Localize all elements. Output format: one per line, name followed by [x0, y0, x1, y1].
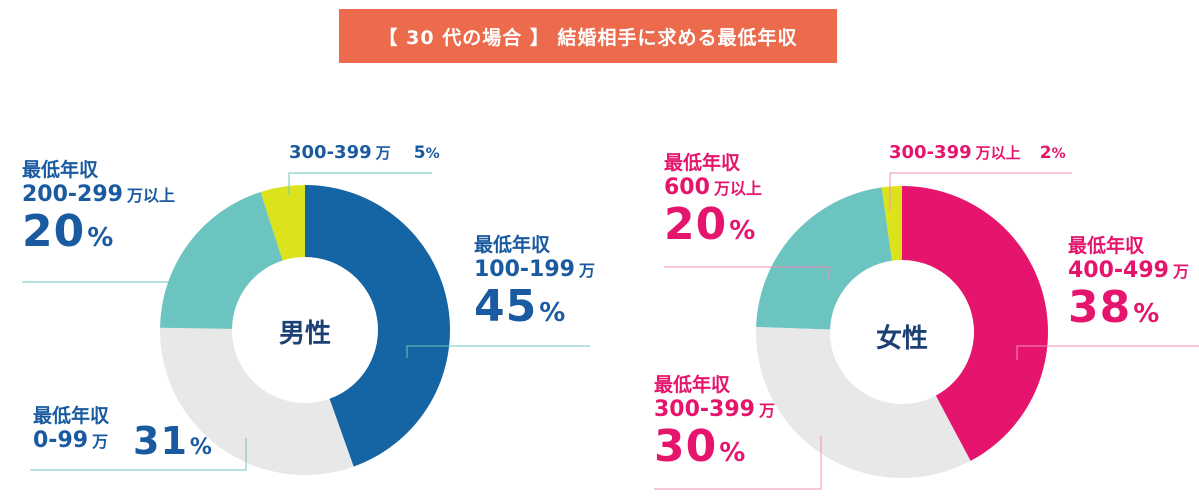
- female-center-label: 女性: [875, 324, 928, 354]
- range-text: 400-499: [1068, 257, 1169, 283]
- category-text: 最低年収: [33, 405, 110, 427]
- female-label-600: 最低年収 600 万以上 20%: [664, 152, 762, 251]
- female-slice-300-399: [756, 326, 971, 478]
- male-label-200-299: 最低年収 200-299 万以上 20%: [22, 159, 175, 258]
- female-leader-600: [664, 266, 830, 280]
- category-text: 最低年収: [664, 152, 741, 174]
- male-leader-300-399: [288, 172, 432, 195]
- female-label-300-399b: 300-399 万以上 2%: [889, 142, 1066, 164]
- female-slice-400-499: [902, 185, 1048, 461]
- male-label-300-399: 300-399 万 5%: [289, 142, 440, 164]
- range-text: 100-199: [474, 256, 575, 282]
- category-text: 最低年収: [1068, 235, 1145, 257]
- unit-text: 万以上: [126, 185, 175, 205]
- unit-text: 万: [92, 431, 109, 451]
- pct-symbol: %: [729, 216, 756, 247]
- female-leader-400-499: [1016, 345, 1199, 360]
- pct-symbol: %: [1051, 146, 1066, 162]
- unit-text: 万: [375, 144, 391, 162]
- category-text: 最低年収: [474, 234, 551, 256]
- female-slice-600: [756, 187, 892, 330]
- pct-symbol: %: [87, 223, 114, 254]
- range-text: 300-399: [889, 142, 972, 163]
- range-text: 0-99: [33, 427, 89, 453]
- male-leader-200-299: [22, 281, 200, 297]
- female-label-300-399: 最低年収 300-399 万 30%: [654, 374, 775, 473]
- pct-value: 2: [1039, 143, 1052, 163]
- category-text: 最低年収: [654, 374, 731, 396]
- unit-text: 万: [1172, 261, 1189, 281]
- female-slice-300-399b: [881, 186, 902, 261]
- pct-symbol: %: [1133, 299, 1160, 330]
- pct-symbol: %: [189, 435, 212, 460]
- category-text: 最低年収: [22, 159, 99, 181]
- male-leader-0-99: [30, 438, 247, 471]
- male-leader-100-199: [406, 345, 590, 358]
- unit-text: 万以上: [713, 178, 762, 198]
- range-text: 300-399: [654, 396, 755, 422]
- pct-value: 20: [22, 206, 86, 258]
- pct-value: 45: [474, 281, 538, 333]
- pct-value: 5: [413, 143, 426, 163]
- male-slice-100-199: [305, 185, 450, 467]
- unit-text: 万以上: [975, 144, 1021, 162]
- female-label-400-499: 最低年収 400-499 万 38%: [1068, 235, 1189, 334]
- pct-symbol: %: [719, 438, 746, 469]
- range-text: 300-399: [289, 142, 372, 163]
- chart-title: 【 30 代の場合 】 結婚相手に求める最低年収: [339, 9, 837, 63]
- male-slice-200-299: [160, 191, 283, 329]
- pct-value: 31: [133, 419, 188, 463]
- male-center-label: 男性: [278, 319, 331, 349]
- female-leader-300-399: [654, 436, 822, 490]
- pct-symbol: %: [539, 298, 566, 329]
- female-leader-300-399b: [889, 172, 1072, 210]
- male-donut: [160, 185, 450, 475]
- leader-lines: [22, 172, 1199, 490]
- pct-value: 30: [654, 421, 718, 473]
- male-slice-0-99: [160, 327, 354, 475]
- pct-symbol: %: [425, 146, 440, 162]
- male-slice-300-399: [260, 185, 305, 261]
- unit-text: 万: [758, 400, 775, 420]
- range-text: 200-299: [22, 181, 123, 207]
- female-donut: [756, 185, 1048, 478]
- range-text: 600: [664, 174, 710, 200]
- male-label-0-99: 最低年収 0-99 万 31%: [33, 405, 212, 463]
- male-label-100-199: 最低年収 100-199 万 45%: [474, 234, 595, 333]
- unit-text: 万: [578, 260, 595, 280]
- pct-value: 20: [664, 199, 728, 251]
- pct-value: 38: [1068, 282, 1132, 334]
